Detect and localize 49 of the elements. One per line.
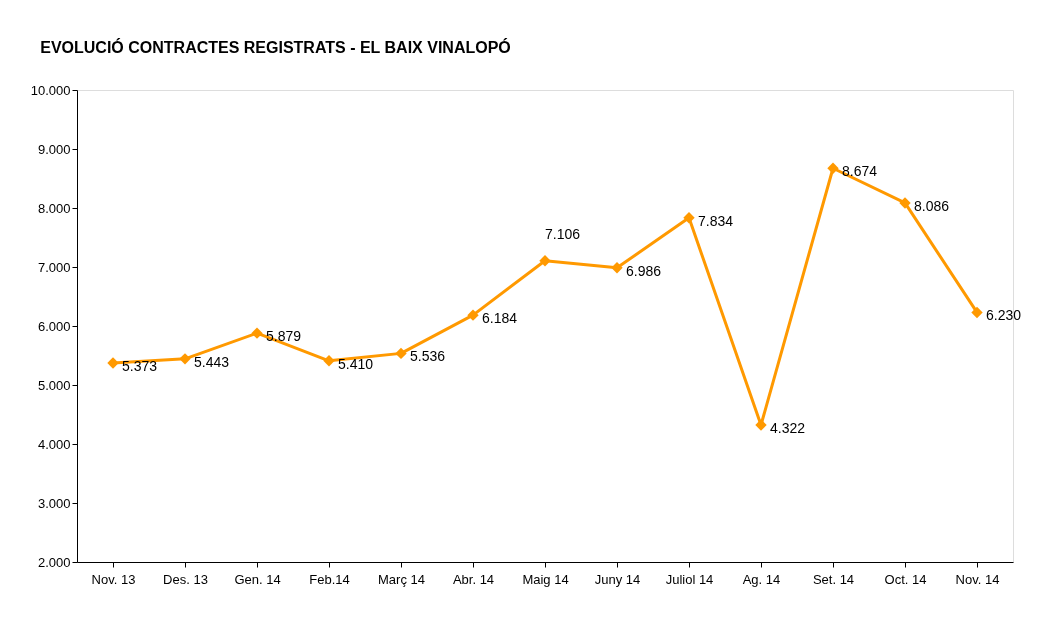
x-tick-label: Nov. 13 — [91, 571, 136, 587]
point — [467, 309, 479, 321]
x-tick-label: Gen. 14 — [234, 571, 281, 587]
point — [395, 347, 407, 360]
chart-title: EVOLUCIÓ CONTRACTES REGISTRATS - EL BAIX VINALOPÓ — [40, 38, 511, 56]
point — [107, 357, 119, 369]
data-label: 7.106 — [545, 225, 581, 242]
x-tick-label: Des. 13 — [163, 571, 208, 587]
point — [179, 353, 191, 365]
point — [755, 419, 767, 431]
y-tick-label: 8.000 — [37, 200, 71, 216]
x-tick-label: Juny 14 — [594, 571, 641, 587]
y-tick-label: 5.000 — [37, 377, 71, 393]
x-tick-label: Juliol 14 — [665, 571, 714, 587]
y-tick-label: 2.000 — [37, 554, 71, 570]
point — [251, 327, 263, 339]
data-label: 6.986 — [626, 262, 662, 279]
data-label: 5.879 — [266, 328, 302, 345]
point — [683, 212, 695, 224]
x-tick-label: Ag. 14 — [742, 571, 781, 587]
data-label: 5.443 — [194, 353, 230, 370]
y-tick-label: 3.000 — [37, 495, 71, 511]
y-tick-label: 10.000 — [30, 82, 71, 98]
y-tick-label: 7.000 — [37, 259, 71, 275]
x-tick-label: Març 14 — [378, 571, 425, 587]
x-tick-label: Nov. 14 — [955, 571, 1000, 587]
x-tick-label: Abr. 14 — [452, 571, 495, 587]
y-tick-label: 4.000 — [37, 436, 71, 452]
x-tick-label: Set. 14 — [812, 571, 855, 587]
data-label: 6.230 — [986, 307, 1022, 324]
data-label: 5.373 — [122, 357, 158, 374]
x-tick-label: Maig 14 — [522, 571, 569, 587]
data-label: 8.086 — [914, 197, 950, 214]
data-label: 5.410 — [338, 355, 374, 372]
data-label: 5.536 — [410, 348, 446, 365]
point — [611, 262, 623, 274]
point — [539, 255, 551, 267]
point — [971, 306, 983, 319]
x-tick-label: Feb.14 — [309, 571, 350, 587]
data-label: 7.834 — [698, 212, 734, 229]
point — [899, 197, 911, 209]
data-label: 4.322 — [770, 420, 806, 436]
point — [827, 162, 839, 174]
point — [323, 355, 335, 367]
y-tick-label: 6.000 — [37, 318, 71, 334]
data-label: 6.184 — [482, 310, 518, 327]
data-label: 8.674 — [842, 163, 878, 180]
x-tick-label: Oct. 14 — [884, 571, 927, 587]
y-tick-label: 9.000 — [37, 141, 71, 157]
